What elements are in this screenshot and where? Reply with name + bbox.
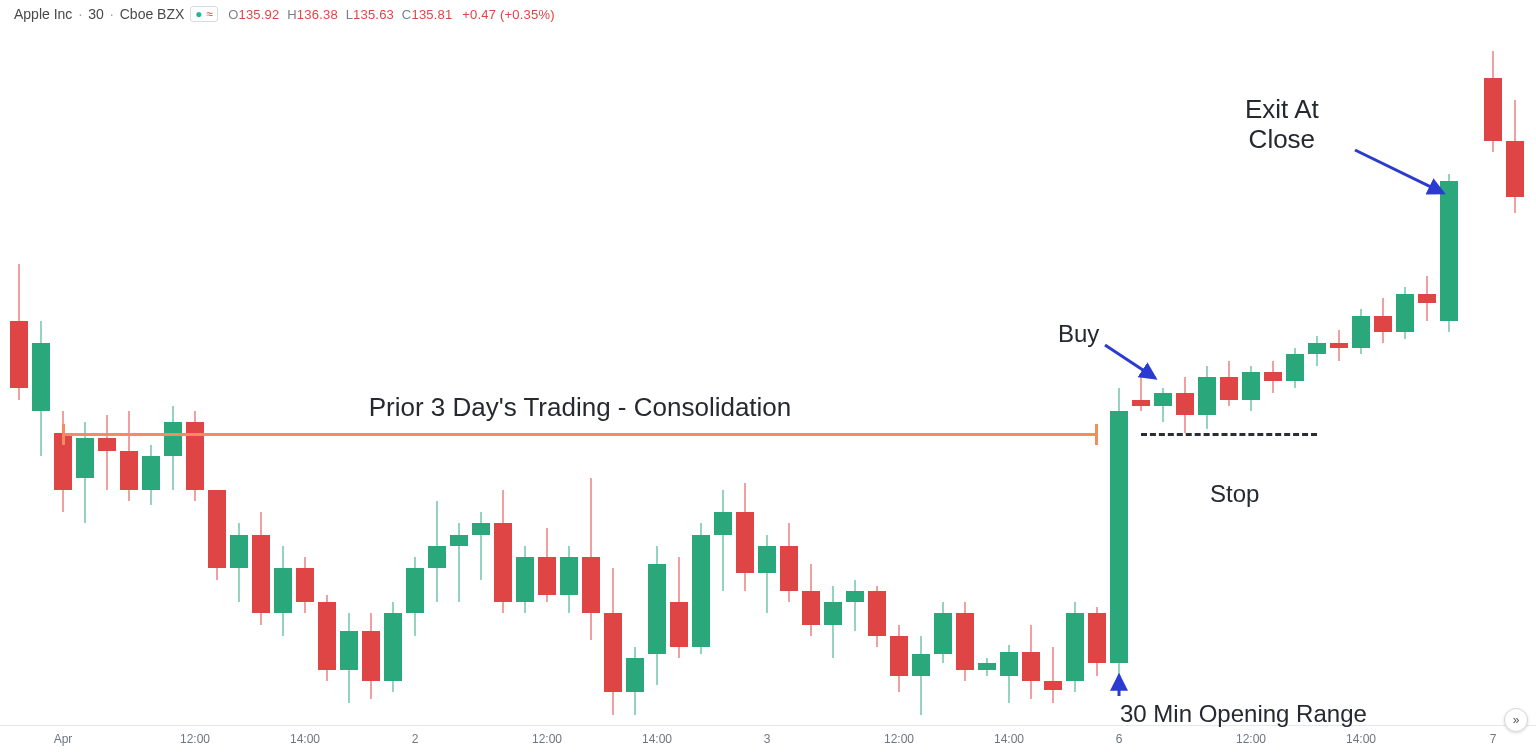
svg-line-2 <box>1355 150 1443 193</box>
